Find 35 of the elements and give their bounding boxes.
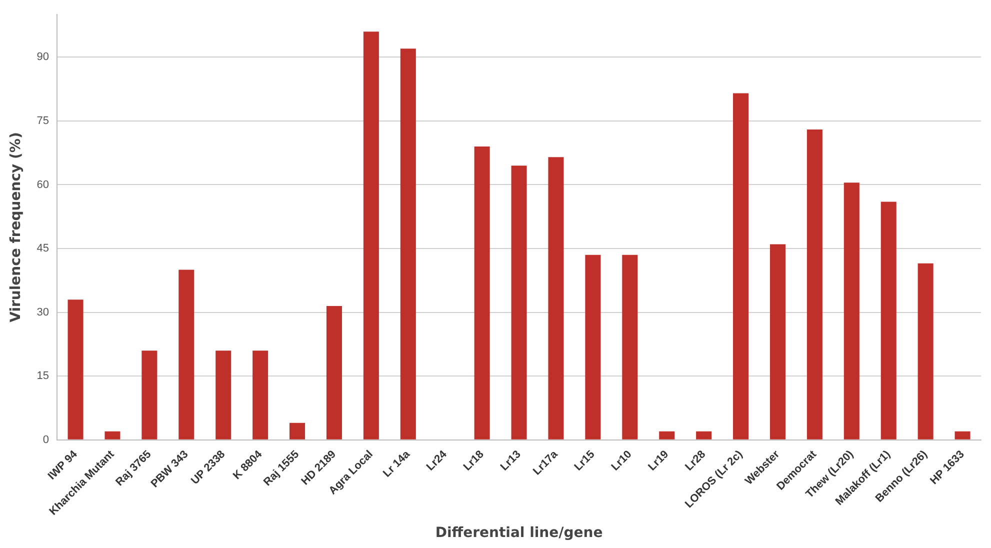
bar [178, 270, 194, 440]
bar [696, 431, 712, 440]
bar [770, 244, 786, 440]
bar [733, 93, 749, 440]
x-tick-label: Lr 14a [380, 448, 414, 480]
y-tick-label: 0 [42, 434, 50, 446]
y-tick-label: 30 [36, 306, 50, 318]
y-tick-label: 15 [36, 370, 50, 382]
bar [622, 254, 638, 440]
y-tick-label: 90 [36, 51, 50, 64]
bar [585, 254, 601, 440]
bar [363, 32, 379, 440]
bar [511, 166, 527, 440]
bar [326, 306, 342, 440]
x-tick-label: IWP 94 [46, 448, 80, 482]
y-tick-label: 75 [36, 114, 50, 127]
bar [68, 300, 84, 440]
bar [142, 350, 158, 440]
bar [806, 129, 822, 440]
bar [216, 350, 232, 440]
bar [400, 48, 416, 440]
y-tick-label: 60 [36, 178, 50, 191]
bar [252, 350, 268, 440]
bar [844, 182, 860, 440]
bar [918, 263, 934, 440]
x-axis-title: Differential line/gene [435, 525, 603, 542]
bar [659, 431, 675, 440]
y-tick-label: 45 [36, 242, 50, 255]
y-axis-title: Virulence frequency (%) [8, 132, 24, 322]
bar [954, 431, 970, 440]
bar [104, 431, 120, 440]
bar [474, 146, 490, 440]
bar [880, 202, 896, 440]
bar [290, 422, 306, 440]
bar [548, 157, 564, 440]
